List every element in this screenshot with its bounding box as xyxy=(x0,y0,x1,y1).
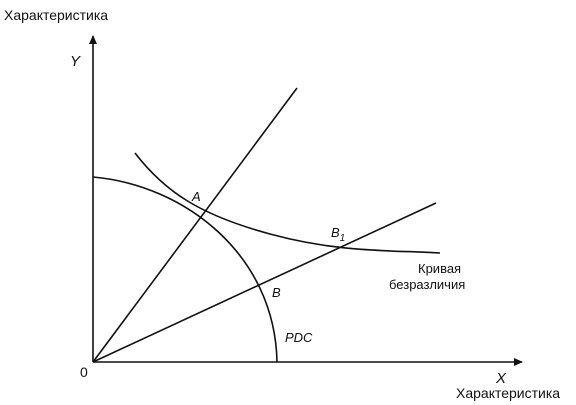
x-axis-title: Характеристика xyxy=(456,385,560,401)
pdc-curve xyxy=(92,176,278,363)
x-axis-letter: X xyxy=(495,370,507,387)
ray-a xyxy=(92,87,298,363)
point-b1: B1 xyxy=(331,225,345,244)
y-axis-letter: Y xyxy=(70,53,81,70)
indifference-label: Кривая xyxy=(418,261,461,276)
point-b: B xyxy=(272,285,281,300)
indifference-curve xyxy=(134,152,441,254)
point-b1-letter: B xyxy=(331,225,340,240)
point-a: A xyxy=(191,189,201,204)
indifference-label: безразличия xyxy=(389,277,465,292)
ray-b xyxy=(92,202,437,363)
y-axis-title: Характеристика xyxy=(4,7,108,23)
pdc-label: PDC xyxy=(285,330,313,345)
point-b1-subscript: 1 xyxy=(340,233,346,244)
origin-label: 0 xyxy=(80,364,88,380)
